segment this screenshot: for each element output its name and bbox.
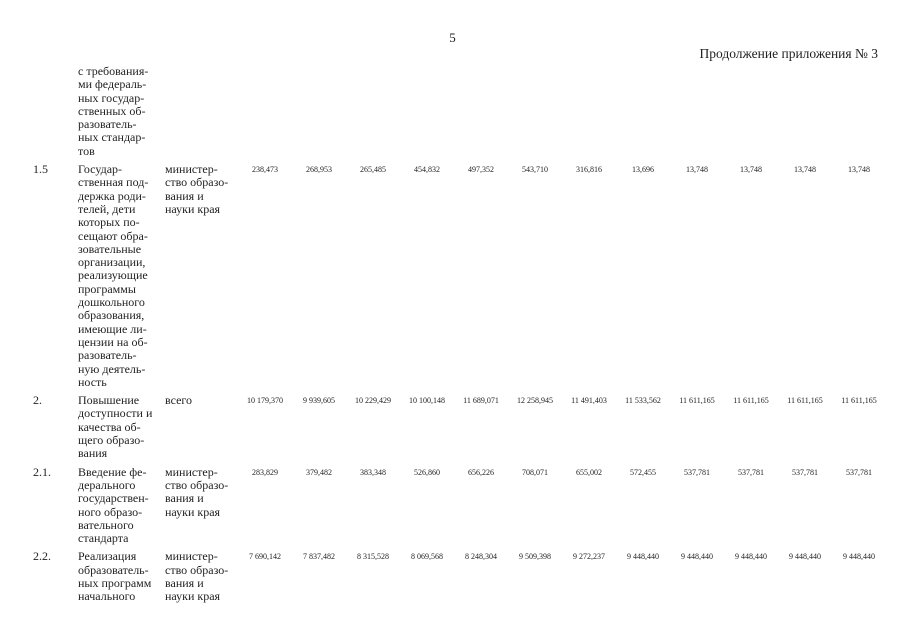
- row-title: Введение фе- дерального государствен- но…: [78, 464, 149, 546]
- row-title: Государ- ственная под- держка роди- теле…: [78, 162, 149, 389]
- value-cell: 11 611,165: [841, 396, 877, 406]
- value-cell: 10 179,370: [247, 396, 283, 406]
- value-cell: 8 248,304: [465, 552, 497, 562]
- value-cell: 454,832: [414, 165, 440, 175]
- value-cell: 316,816: [576, 165, 602, 175]
- value-cell: 9 448,440: [789, 552, 821, 562]
- value-cell: 11 689,071: [463, 396, 499, 406]
- table-row: 2. Повышение доступности и качества об- …: [0, 393, 905, 461]
- value-cell: 7 837,482: [303, 552, 335, 562]
- value-cell: 543,710: [522, 165, 548, 175]
- value-cell: 13,696: [632, 165, 654, 175]
- value-cell: 9 448,440: [681, 552, 713, 562]
- row-title-continuation: с требования- ми федераль- ных государ- …: [78, 64, 149, 158]
- row-index: 2.1.: [33, 464, 51, 479]
- value-cell: 11 611,165: [787, 396, 823, 406]
- program-financing-table: с требования- ми федераль- ных государ- …: [0, 64, 905, 609]
- table-row: 2.1. Введение фе- дерального государстве…: [0, 464, 905, 546]
- value-cell: 13,748: [740, 165, 762, 175]
- value-cell: 537,781: [684, 467, 710, 477]
- value-cell: 497,352: [468, 165, 494, 175]
- value-cell: 572,455: [630, 467, 656, 477]
- table-row: 2.2. Реализация образователь- ных програ…: [0, 550, 905, 603]
- table-row: 1.5 Государ- ственная под- держка роди- …: [0, 162, 905, 389]
- row-title: Реализация образователь- ных программ на…: [78, 549, 152, 604]
- value-cell: 655,002: [576, 467, 602, 477]
- value-cell: 10 100,148: [409, 396, 445, 406]
- value-cell: 13,748: [686, 165, 708, 175]
- value-cell: 9 272,237: [573, 552, 605, 562]
- row-executor: министер- ство образо- вания и науки кра…: [165, 162, 229, 216]
- value-cell: 11 611,165: [679, 396, 715, 406]
- value-cell: 656,226: [468, 467, 494, 477]
- value-cell: 283,829: [252, 467, 278, 477]
- value-cell: 537,781: [738, 467, 764, 477]
- row-index: 2.: [33, 393, 42, 408]
- value-cell: 537,781: [792, 467, 818, 477]
- value-cell: 265,485: [360, 165, 386, 175]
- row-executor: министер- ство образо- вания и науки кра…: [165, 464, 229, 519]
- value-cell: 13,748: [794, 165, 816, 175]
- value-cell: 8 069,568: [411, 552, 443, 562]
- value-cell: 11 611,165: [733, 396, 769, 406]
- value-cell: 12 258,945: [517, 396, 553, 406]
- value-cell: 11 533,562: [625, 396, 661, 406]
- value-cell: 238,473: [252, 165, 278, 175]
- value-cell: 526,860: [414, 467, 440, 477]
- value-cell: 13,748: [848, 165, 870, 175]
- row-title: Повышение доступности и качества об- щег…: [78, 393, 153, 461]
- value-cell: 7 690,142: [249, 552, 281, 562]
- value-cell: 708,071: [522, 467, 548, 477]
- row-index: 1.5: [33, 162, 48, 177]
- value-cell: 379,482: [306, 467, 332, 477]
- value-cell: 9 448,440: [627, 552, 659, 562]
- value-cell: 537,781: [846, 467, 872, 477]
- page-number: 5: [449, 30, 456, 45]
- value-cell: 10 229,429: [355, 396, 391, 406]
- value-cell: 9 448,440: [735, 552, 767, 562]
- value-cell: 11 491,403: [571, 396, 607, 406]
- row-index: 2.2.: [33, 549, 51, 564]
- appendix-continuation-label: Продолжение приложения № 3: [699, 46, 878, 61]
- value-cell: 383,348: [360, 467, 386, 477]
- row-executor: министер- ство образо- вания и науки кра…: [165, 549, 229, 604]
- value-cell: 268,953: [306, 165, 332, 175]
- table-row-carryover: с требования- ми федераль- ных государ- …: [0, 64, 905, 158]
- value-cell: 9 448,440: [843, 552, 875, 562]
- value-cell: 8 315,528: [357, 552, 389, 562]
- value-cell: 9 509,398: [519, 552, 551, 562]
- row-executor: всего: [165, 393, 193, 408]
- value-cell: 9 939,605: [303, 396, 335, 406]
